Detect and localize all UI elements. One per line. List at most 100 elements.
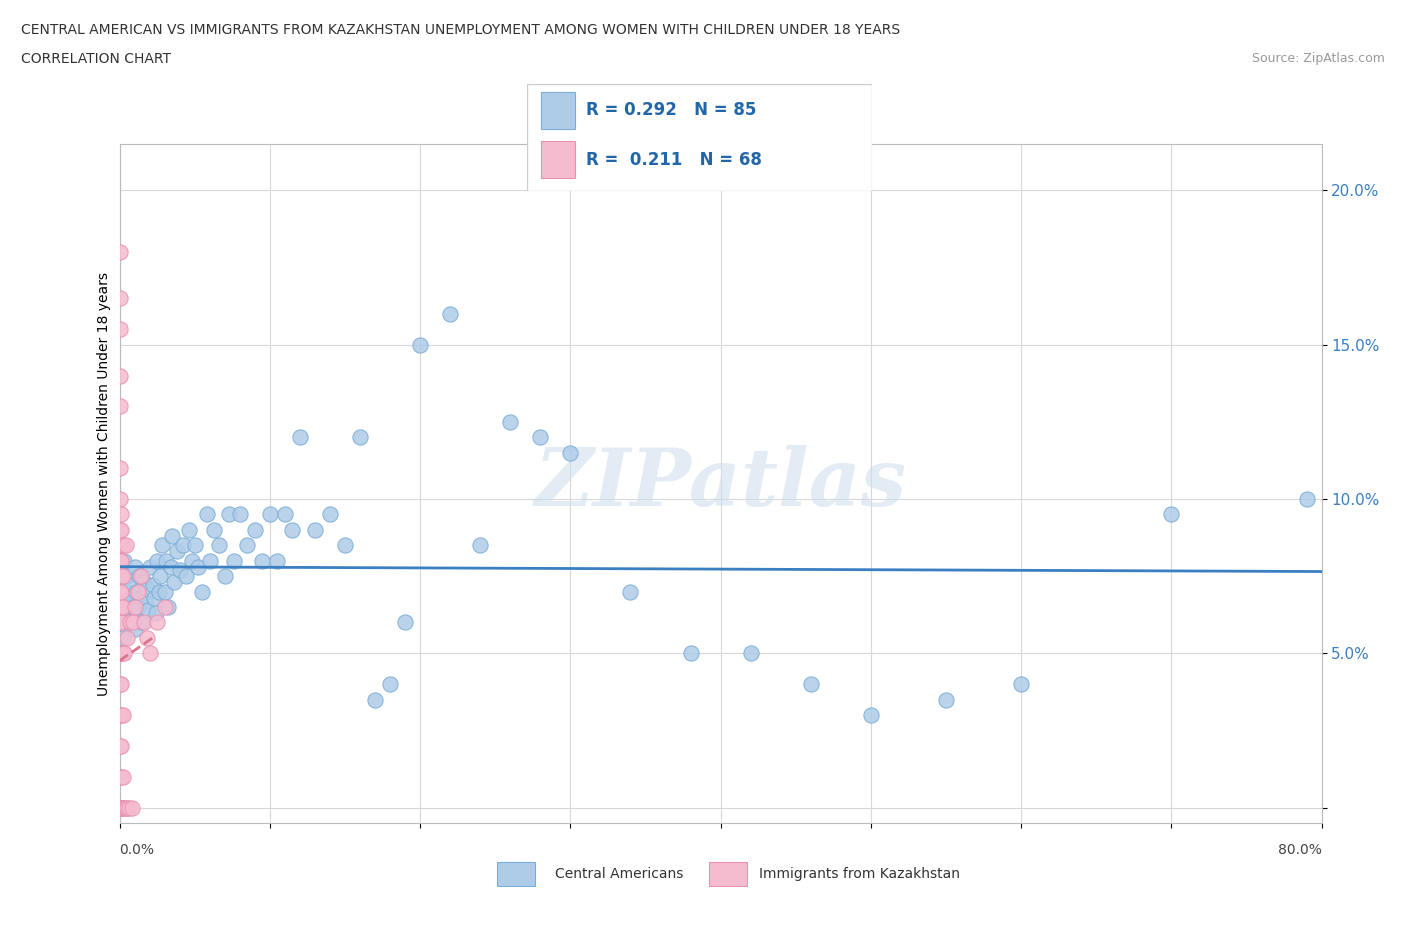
Point	[108, 245, 131, 259]
Point	[108, 553, 131, 568]
Point	[560, 445, 582, 460]
Point	[118, 591, 141, 605]
Point	[155, 553, 177, 568]
Point	[146, 553, 169, 568]
Point	[142, 578, 165, 593]
Y-axis label: Unemployment Among Women with Children Under 18 years: Unemployment Among Women with Children U…	[97, 272, 111, 696]
Point	[134, 593, 156, 608]
Point	[859, 708, 882, 723]
Point	[111, 645, 134, 660]
Point	[108, 368, 131, 383]
Point	[115, 600, 138, 615]
Point	[138, 560, 160, 575]
Point	[114, 584, 136, 599]
Point	[274, 507, 297, 522]
Point	[252, 553, 274, 568]
Point	[124, 600, 146, 615]
Point	[191, 584, 214, 599]
Point	[108, 800, 131, 815]
Point	[214, 569, 236, 584]
Point	[1010, 677, 1032, 692]
Point	[259, 507, 281, 522]
Point	[108, 460, 131, 475]
Point	[112, 615, 135, 630]
Point	[138, 645, 160, 660]
Point	[110, 584, 132, 599]
Point	[143, 591, 166, 605]
Point	[218, 507, 240, 522]
Point	[108, 800, 131, 815]
Point	[333, 538, 356, 552]
Point	[110, 769, 132, 784]
Point	[112, 645, 135, 660]
Point	[108, 800, 131, 815]
Point	[108, 645, 131, 660]
Text: ZIPatlas: ZIPatlas	[534, 445, 907, 523]
Point	[127, 600, 149, 615]
Point	[108, 523, 131, 538]
Point	[124, 560, 146, 575]
Point	[111, 600, 134, 615]
Point	[243, 523, 266, 538]
Point	[619, 584, 641, 599]
Point	[108, 399, 131, 414]
Point	[108, 800, 131, 815]
Text: Central Americans: Central Americans	[555, 867, 683, 882]
Point	[110, 507, 132, 522]
Point	[202, 523, 225, 538]
Point	[198, 553, 221, 568]
Point	[177, 523, 200, 538]
Point	[108, 800, 131, 815]
Point	[110, 553, 132, 568]
Point	[148, 584, 170, 599]
Point	[1160, 507, 1182, 522]
Point	[127, 584, 149, 599]
Text: Source: ZipAtlas.com: Source: ZipAtlas.com	[1251, 52, 1385, 65]
Point	[108, 800, 131, 815]
Text: R = 0.292   N = 85: R = 0.292 N = 85	[586, 101, 756, 119]
Point	[121, 578, 143, 593]
Point	[132, 615, 155, 630]
Point	[131, 615, 153, 630]
Point	[160, 528, 183, 543]
Point	[150, 538, 173, 552]
Point	[195, 507, 218, 522]
Point	[125, 584, 148, 599]
Point	[111, 800, 134, 815]
Point	[114, 800, 136, 815]
Text: 80.0%: 80.0%	[1278, 843, 1322, 857]
Point	[110, 600, 132, 615]
Point	[222, 553, 245, 568]
Point	[108, 708, 131, 723]
Bar	[541, 92, 575, 128]
Point	[135, 631, 157, 645]
Point	[112, 553, 135, 568]
Point	[111, 769, 134, 784]
Point	[146, 615, 169, 630]
Point	[111, 538, 134, 552]
Point	[529, 430, 551, 445]
Bar	[541, 141, 575, 178]
Point	[121, 800, 143, 815]
Point	[108, 800, 131, 815]
Point	[208, 538, 231, 552]
Point	[162, 575, 184, 590]
Point	[180, 553, 202, 568]
Point	[108, 800, 131, 815]
Point	[169, 563, 191, 578]
Point	[187, 560, 209, 575]
Point	[110, 800, 132, 815]
Point	[145, 605, 167, 620]
Point	[110, 600, 132, 615]
Point	[468, 538, 492, 552]
Point	[110, 800, 132, 815]
Point	[935, 692, 957, 707]
Point	[266, 553, 288, 568]
Point	[110, 708, 132, 723]
Point	[153, 584, 176, 599]
Point	[108, 677, 131, 692]
Text: CORRELATION CHART: CORRELATION CHART	[21, 52, 172, 66]
Point	[228, 507, 252, 522]
Point	[110, 677, 132, 692]
Point	[108, 584, 131, 599]
